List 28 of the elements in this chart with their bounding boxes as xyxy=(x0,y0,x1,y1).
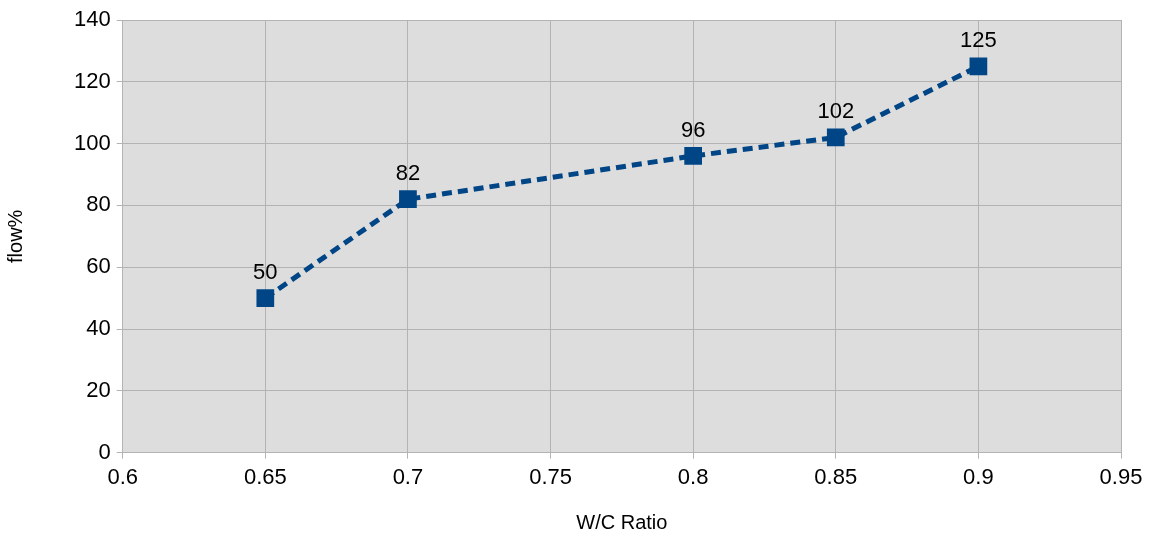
point xyxy=(826,128,845,147)
data-label: 96 xyxy=(680,117,706,143)
x-tick-label: 0.9 xyxy=(963,463,994,489)
x-axis-title: W/C Ratio xyxy=(576,510,668,533)
y-tick-label: 60 xyxy=(86,253,111,279)
x-tick-label: 0.85 xyxy=(814,463,858,489)
x-tick-label: 0.6 xyxy=(107,463,138,489)
y-tick-label: 100 xyxy=(73,129,111,155)
point xyxy=(399,190,417,209)
y-tick-label: 120 xyxy=(73,67,111,93)
x-tick-label: 0.95 xyxy=(1099,463,1143,489)
point xyxy=(969,57,988,76)
y-tick-label: 40 xyxy=(86,315,111,341)
data-label: 82 xyxy=(395,160,421,186)
x-tick-label: 0.7 xyxy=(392,463,424,489)
x-tick-label: 0.65 xyxy=(243,463,287,489)
y-tick-label: 20 xyxy=(86,376,111,402)
y-tick-label: 80 xyxy=(86,191,111,217)
point xyxy=(256,289,275,307)
data-label: 102 xyxy=(817,98,855,124)
y-tick-label: 0 xyxy=(98,438,111,464)
data-label: 125 xyxy=(960,27,997,53)
y-axis-title: flow% xyxy=(3,209,26,263)
data-label: 50 xyxy=(253,259,278,285)
x-tick-label: 0.8 xyxy=(677,463,709,489)
y-tick-label: 140 xyxy=(73,6,111,32)
x-tick-label: 0.75 xyxy=(529,463,572,489)
point xyxy=(684,147,703,165)
